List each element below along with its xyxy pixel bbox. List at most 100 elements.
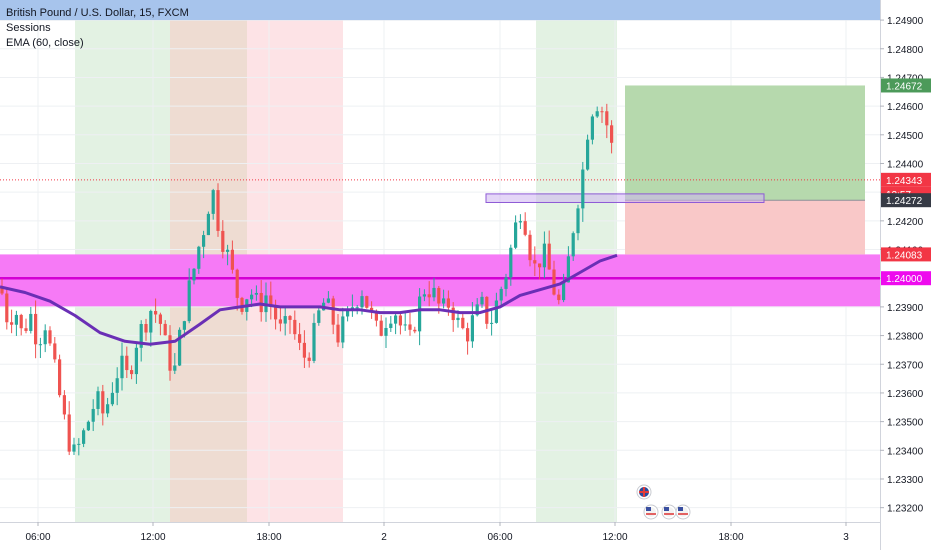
candle-69 — [331, 295, 335, 335]
zones — [0, 0, 880, 307]
candle-12 — [58, 354, 62, 398]
candle-126 — [605, 103, 609, 139]
symbol-title[interactable]: British Pound / U.S. Dollar, 15, FXCM — [6, 7, 189, 19]
candle-29 — [139, 320, 143, 362]
price-tick-label: 1.24200 — [887, 217, 924, 228]
candle-117 — [562, 273, 566, 303]
ema-polyline — [0, 253, 618, 346]
time-tick-label: 06:00 — [25, 532, 50, 543]
entry-zone-box[interactable] — [485, 193, 765, 203]
time-axis-bg — [0, 522, 880, 550]
price-tick-label: 1.23700 — [887, 360, 924, 371]
candle-17 — [82, 428, 86, 448]
position-loss-zone[interactable] — [625, 200, 865, 255]
price-tick-label: 1.24800 — [887, 45, 924, 56]
candle-7 — [34, 300, 38, 359]
candle-4 — [19, 313, 23, 336]
svg-text:1.24083: 1.24083 — [886, 250, 923, 261]
flag-us-icon-3[interactable] — [675, 504, 691, 520]
candle-104 — [499, 286, 503, 308]
candle-19 — [91, 399, 95, 432]
economic-events[interactable] — [636, 484, 691, 520]
candle-34 — [163, 320, 167, 336]
price-tick-label: 1.23600 — [887, 389, 924, 400]
candle-54 — [259, 280, 263, 322]
flag-us-icon-1[interactable] — [643, 504, 659, 520]
candle-22 — [106, 397, 110, 418]
candle-63 — [302, 330, 306, 369]
candle-113 — [542, 231, 546, 279]
ema-indicator[interactable]: EMA (60, close) — [6, 37, 84, 49]
candle-59 — [283, 306, 287, 336]
candle-56 — [269, 281, 273, 320]
candle-83 — [398, 312, 402, 335]
svg-text:1.24272: 1.24272 — [886, 196, 923, 207]
candle-24 — [115, 367, 119, 406]
candle-9 — [43, 324, 47, 353]
candle-100 — [480, 291, 484, 308]
candle-41 — [197, 245, 201, 274]
price-label-4: 1.24083 — [881, 247, 931, 262]
position-profit-zone[interactable] — [625, 85, 865, 201]
candle-81 — [389, 315, 393, 332]
candle-31 — [149, 309, 153, 347]
price-tick-label: 1.23300 — [887, 475, 924, 486]
candle-18 — [86, 420, 90, 431]
candle-23 — [110, 382, 114, 407]
price-tick-label: 1.24400 — [887, 159, 924, 170]
candle-118 — [566, 246, 570, 283]
candle-112 — [538, 263, 542, 280]
candle-96 — [461, 312, 465, 330]
candle-44 — [211, 188, 215, 220]
price-tick-label: 1.24500 — [887, 131, 924, 142]
resistance-band[interactable] — [0, 0, 880, 21]
candle-79 — [379, 315, 383, 337]
candle-86 — [413, 326, 417, 334]
time-tick-label: 2 — [381, 532, 387, 543]
candle-110 — [528, 230, 532, 267]
candle-121 — [581, 161, 585, 222]
svg-text:1.24343: 1.24343 — [886, 176, 923, 187]
candle-27 — [130, 365, 134, 380]
price-tick-label: 1.23200 — [887, 504, 924, 515]
candle-60 — [288, 314, 292, 334]
price-tick-label: 1.23400 — [887, 446, 924, 457]
candle-14 — [67, 401, 71, 456]
time-tick-label: 3 — [843, 532, 849, 543]
time-axis[interactable]: 06:00 12:00 18:00 2 06:00 12:00 18:00 3 — [0, 522, 880, 550]
time-tick-label: 06:00 — [487, 532, 512, 543]
flag-us-icon-2[interactable] — [661, 504, 677, 520]
candle-71 — [341, 307, 345, 349]
flag-uk-icon-0[interactable] — [636, 484, 652, 500]
candle-107 — [514, 215, 518, 250]
candle-46 — [221, 220, 225, 259]
price-tick-label: 1.24900 — [887, 16, 924, 27]
candle-1 — [5, 287, 9, 330]
candle-6 — [29, 306, 33, 334]
candle-47 — [226, 244, 230, 266]
candle-105 — [504, 273, 508, 297]
candle-124 — [595, 106, 599, 118]
candle-30 — [144, 318, 148, 341]
candle-92 — [442, 289, 446, 309]
candle-10 — [48, 326, 52, 346]
candle-109 — [523, 212, 527, 237]
candle-11 — [53, 337, 57, 363]
candle-37 — [178, 327, 182, 367]
price-label-0: 1.24672 — [881, 78, 931, 93]
candle-8 — [38, 337, 42, 359]
candle-73 — [350, 294, 354, 317]
price-tick-label: 1.23900 — [887, 303, 924, 314]
candle-122 — [586, 134, 590, 171]
candle-65 — [312, 313, 316, 364]
candle-127 — [610, 120, 614, 154]
time-tick-label: 18:00 — [718, 532, 743, 543]
candle-26 — [125, 346, 129, 379]
candle-32 — [154, 298, 158, 323]
price-label-3: 1.24272 — [881, 193, 931, 208]
candle-80 — [384, 317, 388, 349]
sessions-indicator[interactable]: Sessions — [6, 22, 51, 34]
candle-114 — [547, 230, 551, 270]
candle-97 — [466, 322, 470, 355]
